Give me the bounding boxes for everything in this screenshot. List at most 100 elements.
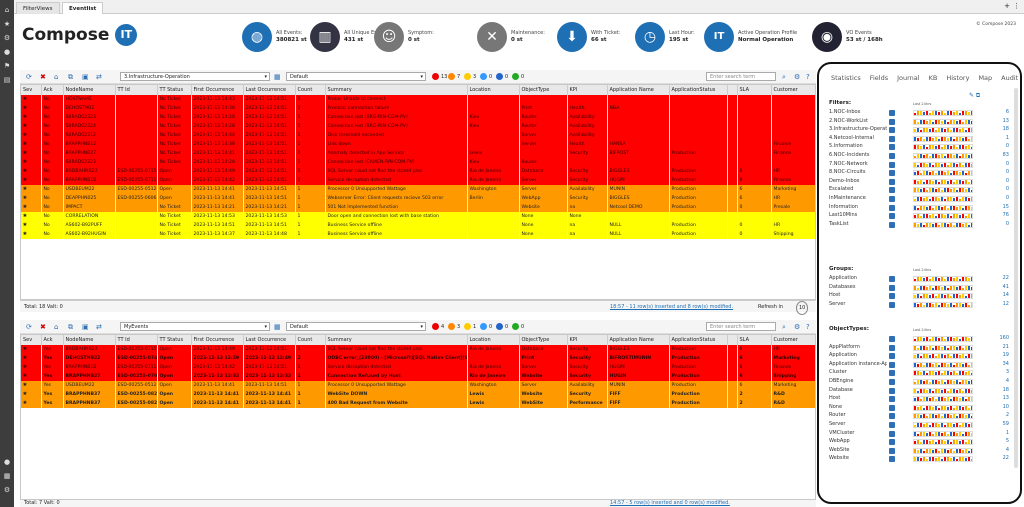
panel-list-item[interactable]: 4.Netcool-Internal 1 <box>829 135 1015 143</box>
panel-list-item[interactable]: Cluster 3 <box>829 369 1015 377</box>
filter-select[interactable]: Default ▾ <box>286 322 426 331</box>
panel-list-item[interactable]: AppPlatform 21 <box>829 344 1015 352</box>
panel-list-item[interactable]: Application 22 <box>829 275 1015 283</box>
column-header[interactable]: Sev <box>21 85 42 95</box>
panel-list-item[interactable]: Server 59 <box>829 421 1015 429</box>
settings-icon[interactable]: ⚙ <box>794 73 801 81</box>
panel-list-item[interactable]: Information 15 <box>829 204 1015 212</box>
table-row[interactable]: ✱ No DEAPPHN025 ESD-00255-0606 Open 2023-11-1… <box>21 194 815 203</box>
severity-count-3[interactable]: 0 <box>480 323 492 331</box>
grid-icon[interactable]: ▦ <box>3 472 11 480</box>
panel-list-item[interactable]: None 10 <box>829 404 1015 412</box>
column-header[interactable]: ApplicationStatus <box>669 335 728 345</box>
refresh-icon[interactable]: ⟳ <box>26 323 32 331</box>
column-header[interactable]: First Occurrence <box>191 85 244 95</box>
panel-tab-journal[interactable]: Journal <box>897 74 920 82</box>
gear-icon[interactable]: ⚙ <box>3 486 11 494</box>
column-header[interactable]: TT Id <box>115 85 158 95</box>
settings-icon[interactable]: ⚙ <box>3 34 11 42</box>
column-header[interactable]: Count <box>295 335 326 345</box>
table-row[interactable]: ✱ No SBRAD02323 No Ticket 2023-11-13 14:28 20… <box>21 158 815 167</box>
severity-count-4[interactable]: 0 <box>496 73 508 81</box>
severity-count-5[interactable]: 0 <box>512 73 524 81</box>
severity-count-3[interactable]: 0 <box>480 73 492 81</box>
panel-list-item[interactable]: 5.Information 0 <box>829 143 1015 151</box>
column-header[interactable]: Summary <box>325 335 468 345</box>
column-header[interactable]: TT Status <box>157 85 192 95</box>
table-row[interactable]: ✱ No DEHOSTNB2 No Ticket 2023-11-13 14:38 202… <box>21 104 815 113</box>
panel-scrollbar[interactable] <box>1014 88 1018 468</box>
severity-count-5[interactable]: 0 <box>512 323 524 331</box>
table-row[interactable]: ✱ No BRAPPHNB27 No Ticket 2023-11-13 14:41 20… <box>21 149 815 158</box>
flag-icon[interactable]: ⚑ <box>3 62 11 70</box>
search-icon[interactable]: ⌕ <box>782 323 786 331</box>
panel-list-item[interactable]: 8.NOC-Circuits 0 <box>829 169 1015 177</box>
panel-tab-history[interactable]: History <box>946 74 970 82</box>
column-header[interactable]: SLA <box>737 335 772 345</box>
add-tab-icon[interactable]: + <box>1004 2 1010 10</box>
panel-list-item[interactable]: Application instance-Application 34 <box>829 361 1015 369</box>
search-input[interactable]: Enter search term <box>706 322 776 331</box>
refresh-icon[interactable]: ⟳ <box>26 73 32 81</box>
panel-list-item[interactable]: 3.Infrastructure-Operation 18 <box>829 126 1015 134</box>
column-header[interactable]: Location <box>467 85 520 95</box>
refresh-counter[interactable]: 10 <box>796 301 809 315</box>
home-icon[interactable]: ⌂ <box>54 323 59 331</box>
duplicate-icon[interactable]: ▣ <box>82 323 89 331</box>
column-header[interactable]: ObjectType <box>519 335 568 345</box>
table-row[interactable]: ✱ Yes BRAPPHNB16 ESD-00255-0711 Open 2023-11-… <box>21 363 815 372</box>
help-icon[interactable]: ? <box>806 73 810 81</box>
panel-list-item[interactable]: Host 14 <box>829 292 1015 300</box>
table-row[interactable]: ✱ No SBRAD02323 No Ticket 2023-11-13 14:28 20… <box>21 113 815 122</box>
severity-count-1[interactable]: 3 <box>448 323 460 331</box>
column-header[interactable]: Sev <box>21 335 42 345</box>
duplicate-icon[interactable]: ▣ <box>82 73 89 81</box>
view-select[interactable]: MyEvents ▾ <box>120 322 270 331</box>
column-header[interactable]: First Occurrence <box>191 335 244 345</box>
export-icon[interactable]: ⇄ <box>96 73 102 81</box>
column-header[interactable]: Last Occurrence <box>243 85 296 95</box>
panel-list-item[interactable]: Application 19 <box>829 352 1015 360</box>
table-row[interactable]: ✱ No BRDBRHNB22 ESD-00255-0715 Open 2023-11-1… <box>21 167 815 176</box>
tab-filterviews[interactable]: FilterViews <box>16 2 60 14</box>
panel-list-item[interactable]: 1.NOC-Inbox 6 <box>829 109 1015 117</box>
calendar-icon[interactable]: ▦ <box>274 73 281 81</box>
table-row[interactable]: ✱ No SBRAD02312 No Ticket 2023-11-13 14:44 20… <box>21 131 815 140</box>
panel-list-item[interactable]: DBEngine 4 <box>829 378 1015 386</box>
column-header[interactable]: Ack <box>41 335 64 345</box>
panel-list-item[interactable]: WebApp 5 <box>829 438 1015 446</box>
profile-icon[interactable]: ● <box>3 458 11 466</box>
column-header[interactable] <box>727 335 738 345</box>
panel-tab-statistics[interactable]: Statistics <box>831 74 861 82</box>
panel-tab-map[interactable]: Map <box>978 74 993 82</box>
column-header[interactable]: TT Status <box>157 335 192 345</box>
panel-list-item[interactable]: Router 2 <box>829 412 1015 420</box>
panel-list-item[interactable]: Host 13 <box>829 395 1015 403</box>
calendar-icon[interactable]: ▦ <box>274 323 281 331</box>
help-icon[interactable]: ? <box>806 323 810 331</box>
delete-icon[interactable]: ✖ <box>40 323 46 331</box>
column-header[interactable]: NodeName <box>63 335 116 345</box>
settings-icon[interactable]: ⚙ <box>794 323 801 331</box>
copy-icon[interactable]: ⧉ <box>68 73 73 81</box>
column-header[interactable]: ApplicationStatus <box>669 85 728 95</box>
panel-list-item[interactable]: Website 22 <box>829 455 1015 463</box>
table-row[interactable]: ✱ No AS602-B92HUGIN No Ticket 2023-11-13 14:… <box>21 230 815 239</box>
panel-tab-kb[interactable]: KB <box>928 74 938 82</box>
star-icon[interactable]: ★ <box>3 20 11 28</box>
column-header[interactable]: Ack <box>41 85 64 95</box>
column-header[interactable]: KPI <box>567 335 608 345</box>
panel-list-item[interactable]: 2.NOC-WorkList 13 <box>829 118 1015 126</box>
table-row[interactable]: ✱ Yes BRAPPHNB27 ESD-00255-0709 Open 2023-11-… <box>21 372 815 381</box>
home-icon[interactable]: ⌂ <box>4 6 10 14</box>
search-input[interactable]: Enter search term <box>706 72 776 81</box>
panel-list-item[interactable]: 7.NOC-Network 0 <box>829 161 1015 169</box>
panel-list-item[interactable]: TaskList 0 <box>829 221 1015 229</box>
grid2-status-link[interactable]: 14:57 - 5 row(s) inserted and 0 row(s) m… <box>610 500 730 506</box>
severity-count-2[interactable]: 3 <box>464 73 476 81</box>
grid1-status-link[interactable]: 18:57 - 11 row(s) inserted and 8 row(s) … <box>610 304 734 310</box>
table-row[interactable]: ✱ No USDBEUM22 ESD-00255-0512 Open 2023-11-13… <box>21 185 815 194</box>
severity-count-0[interactable]: 13 <box>432 73 447 81</box>
column-header[interactable]: Customer <box>771 335 815 345</box>
table-row[interactable]: ✱ No BRAPPHNB12 No Ticket 2023-11-13 14:38 20… <box>21 140 815 149</box>
